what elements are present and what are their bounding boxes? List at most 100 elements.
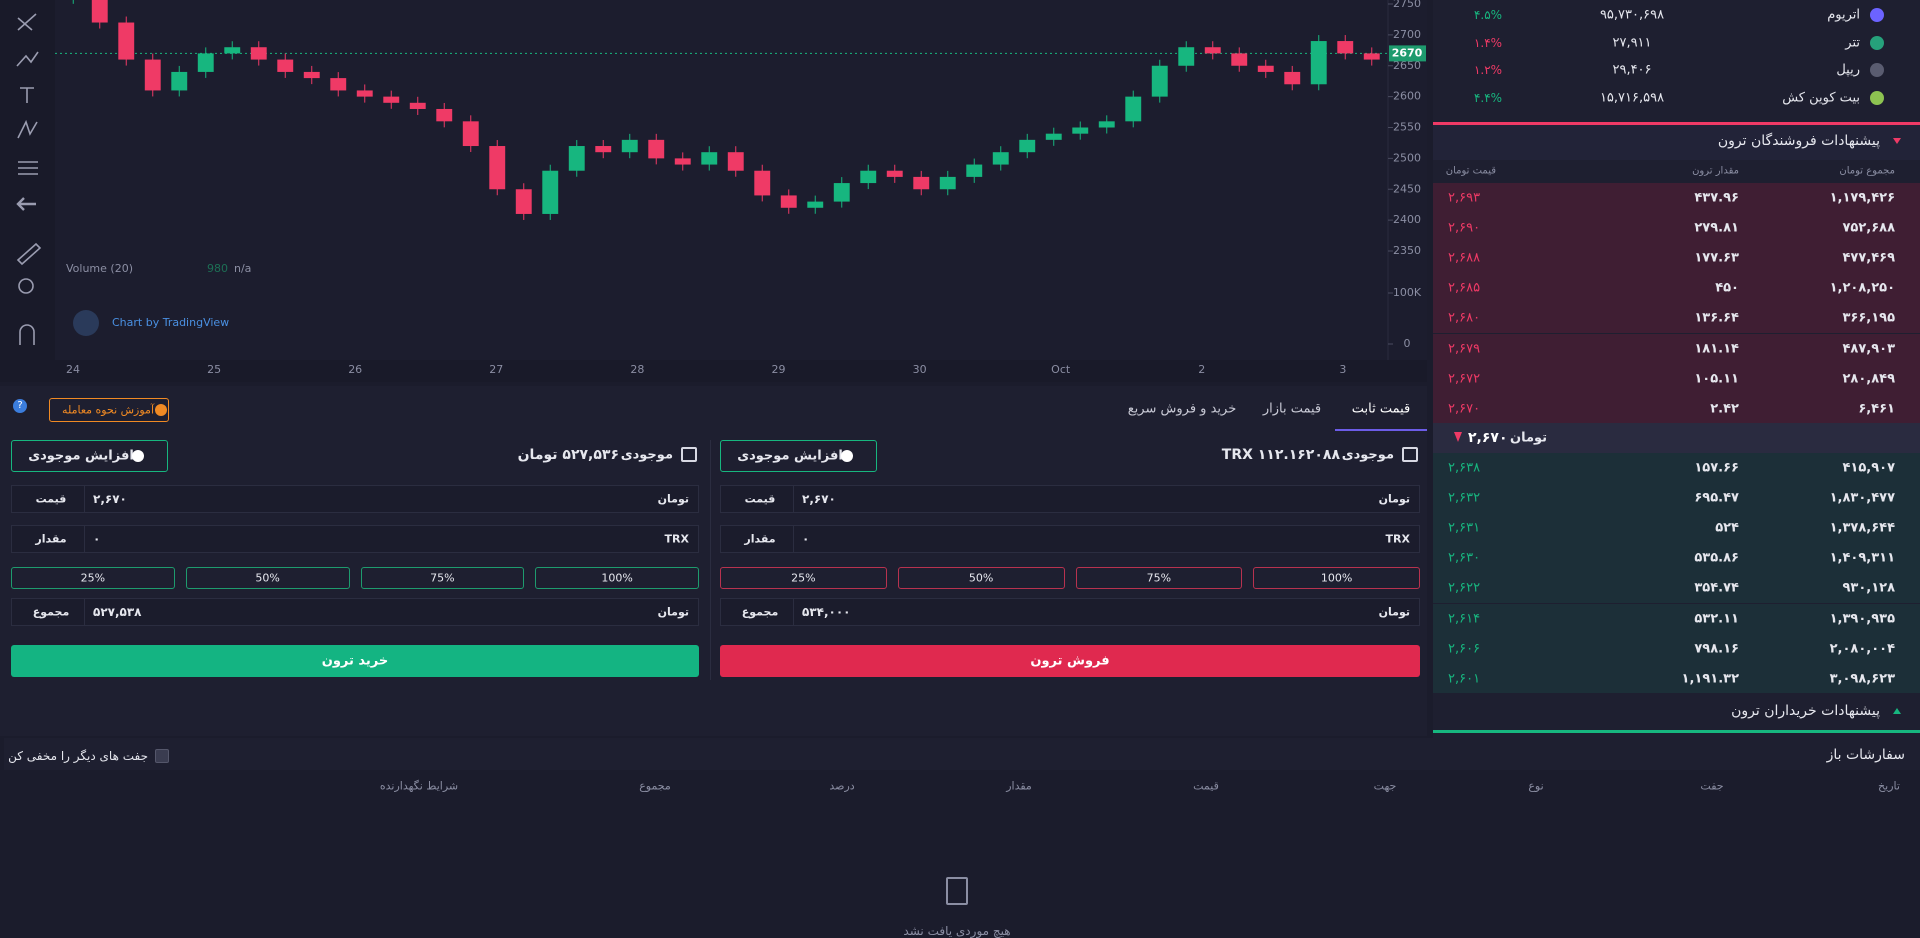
attribution: Chart by TradingView xyxy=(112,316,229,329)
input-field[interactable] xyxy=(720,525,1420,553)
help-icon[interactable]: ? xyxy=(13,399,27,413)
input-field[interactable] xyxy=(720,598,1420,626)
field-value: ۲,۶۷۰ xyxy=(93,492,127,506)
volume-tick-label: 0 xyxy=(1404,337,1411,350)
deposit-button[interactable] xyxy=(720,440,877,472)
order-total: ۶,۴۶۱ xyxy=(1858,401,1895,417)
order-row[interactable] xyxy=(1433,213,1920,244)
checkbox-label[interactable]: جفت های دیگر را مخفی کن xyxy=(8,749,148,763)
order-row[interactable] xyxy=(1433,633,1920,664)
percent-label[interactable]: 25% xyxy=(80,571,106,585)
checkbox[interactable] xyxy=(155,749,169,763)
order-price: ۲,۶۷۰ xyxy=(1448,401,1481,417)
candle-body xyxy=(674,158,691,165)
candle-body xyxy=(409,102,426,109)
y-tick-label: 2400 xyxy=(1393,213,1421,226)
tool-icon[interactable] xyxy=(16,242,42,266)
submit-label[interactable]: خرید ترون xyxy=(321,653,389,669)
order-row[interactable] xyxy=(1433,513,1920,544)
tool-icon[interactable] xyxy=(20,87,34,103)
tool-icon[interactable] xyxy=(18,161,38,175)
collapse-icon[interactable] xyxy=(1893,138,1901,144)
field-label: مقدار xyxy=(744,532,776,546)
column-header: نوع xyxy=(1528,779,1544,793)
candle-body xyxy=(1257,65,1274,72)
order-total: ۱,۲۰۸,۲۵۰ xyxy=(1829,280,1895,296)
order-row[interactable] xyxy=(1433,333,1920,364)
column-header: قیمت xyxy=(1193,779,1219,793)
order-amount: ۴۵۰ xyxy=(1715,280,1739,296)
percent-label[interactable]: 75% xyxy=(430,571,455,585)
deposit-label[interactable]: افزایش موجودی xyxy=(737,448,843,464)
submit-button[interactable] xyxy=(720,645,1420,677)
wallet-icon xyxy=(681,447,697,462)
coin-name: بیت کوین کش xyxy=(1782,90,1860,105)
trade-tab[interactable]: خرید و فروش سریع xyxy=(1127,401,1237,417)
coin-change: ۱.۴% xyxy=(1473,35,1503,50)
order-row[interactable] xyxy=(1433,453,1920,483)
order-row[interactable] xyxy=(1433,543,1920,574)
candle-body xyxy=(330,78,347,91)
order-row[interactable] xyxy=(1433,303,1920,334)
percent-label[interactable]: 50% xyxy=(968,571,994,585)
candle-body xyxy=(224,47,241,54)
order-row[interactable] xyxy=(1433,273,1920,304)
tool-icon[interactable] xyxy=(16,51,39,67)
percent-label[interactable]: 25% xyxy=(791,571,816,585)
percent-label[interactable]: 50% xyxy=(255,571,280,585)
order-row[interactable] xyxy=(1433,603,1920,634)
trade-tab[interactable]: قیمت بازار xyxy=(1262,401,1322,417)
deposit-label[interactable]: افزایش موجودی xyxy=(28,448,134,464)
order-row[interactable] xyxy=(1433,573,1920,604)
order-row[interactable] xyxy=(1433,183,1920,213)
input-field[interactable] xyxy=(11,525,699,553)
candle-body xyxy=(303,71,320,79)
order-price: ۲,۶۳۲ xyxy=(1448,490,1481,506)
order-row[interactable] xyxy=(1433,483,1920,514)
submit-label[interactable]: فروش ترون xyxy=(1030,653,1110,669)
order-total: ۴۱۵,۹۰۷ xyxy=(1842,460,1895,476)
x-tick-label: Oct xyxy=(1051,363,1071,376)
percent-label[interactable]: 75% xyxy=(1146,571,1172,585)
coin-icon xyxy=(1870,8,1884,22)
percent-button[interactable] xyxy=(185,567,350,589)
x-tick-label: 2 xyxy=(1198,363,1205,376)
percent-button[interactable] xyxy=(535,567,699,589)
input-field[interactable] xyxy=(11,598,699,626)
percent-button[interactable] xyxy=(1075,567,1243,589)
percent-button[interactable] xyxy=(897,567,1065,589)
order-row[interactable] xyxy=(1433,663,1920,694)
tool-icon[interactable] xyxy=(18,278,34,294)
section-title: پیشنهادات خریداران ترون xyxy=(1731,703,1880,719)
percent-button[interactable] xyxy=(360,567,525,589)
tutorial-label[interactable]: آموزش نحوه معامله xyxy=(62,403,154,417)
input-field[interactable] xyxy=(11,485,699,513)
candle-body xyxy=(1337,41,1354,54)
current-price-badge xyxy=(1389,45,1426,62)
candle-body xyxy=(1231,53,1248,66)
percent-label[interactable]: 100% xyxy=(1320,571,1353,585)
order-row[interactable] xyxy=(1433,363,1920,394)
order-total: ۱,۳۷۸,۶۴۴ xyxy=(1829,520,1895,536)
percent-button[interactable] xyxy=(720,567,887,589)
trade-tab[interactable]: قیمت ثابت xyxy=(1351,401,1411,417)
field-unit: TRX xyxy=(664,532,689,546)
percent-button[interactable] xyxy=(1253,567,1420,589)
tool-icon[interactable] xyxy=(17,119,38,139)
order-row[interactable] xyxy=(1433,393,1920,424)
tutorial-button[interactable] xyxy=(49,398,169,422)
submit-button[interactable] xyxy=(11,645,699,677)
tool-icon[interactable] xyxy=(17,13,37,31)
column-header: مجموع xyxy=(639,779,671,793)
order-price: ۲,۶۳۰ xyxy=(1448,550,1481,566)
tool-icon[interactable] xyxy=(16,197,36,211)
deposit-button[interactable] xyxy=(11,440,168,472)
order-row[interactable] xyxy=(1433,243,1920,274)
expand-icon[interactable] xyxy=(1893,708,1901,714)
percent-button[interactable] xyxy=(11,567,175,589)
order-amount: ۱۷۷.۶۳ xyxy=(1694,250,1739,266)
percent-label[interactable]: 100% xyxy=(601,571,633,585)
tool-icon[interactable] xyxy=(19,324,35,345)
x-tick-label: 26 xyxy=(348,363,362,376)
input-field[interactable] xyxy=(720,485,1420,513)
